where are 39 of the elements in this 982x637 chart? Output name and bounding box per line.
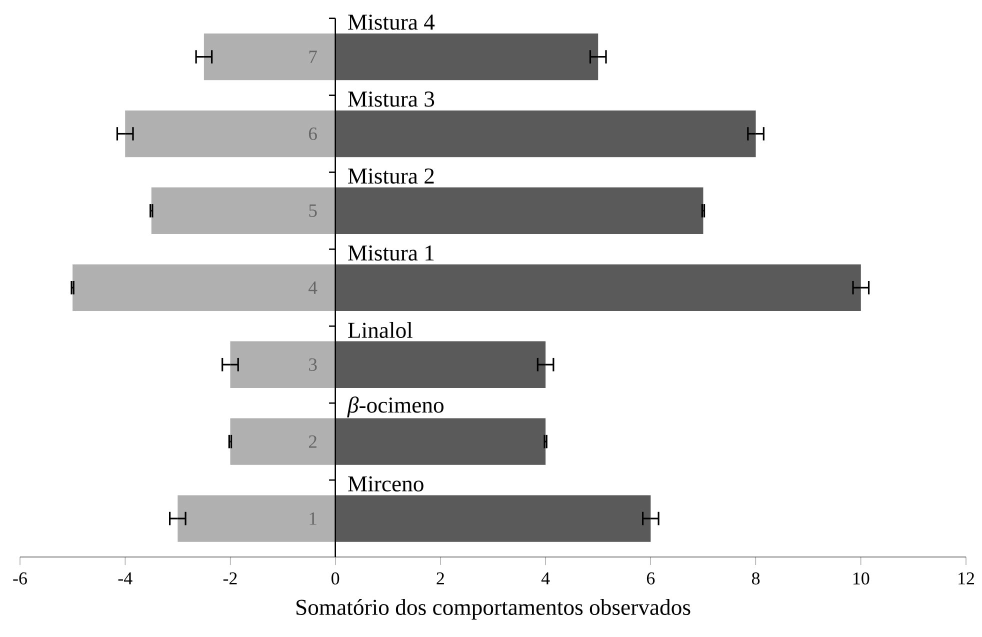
- bar: [178, 495, 336, 542]
- x-tick-label: -2: [223, 572, 237, 584]
- annotation: 1: [310, 512, 316, 525]
- x-tick-label: -4: [118, 572, 132, 584]
- y-tick-label: β-ocimeno: [347, 396, 444, 418]
- x-tick-label: -6: [13, 572, 27, 584]
- annotation: 3: [309, 358, 317, 371]
- bar: [335, 187, 704, 234]
- y-tick-label: Mirceno: [348, 476, 424, 492]
- annotation: 2: [308, 435, 316, 448]
- bar: [335, 341, 546, 388]
- bar: [335, 418, 546, 465]
- x-axis-title: Somatório dos comportamentos observados: [296, 599, 690, 620]
- y-tick-label: Mistura 3: [348, 92, 434, 107]
- x-tick-label: 10: [853, 572, 870, 585]
- x-tick-label: 4: [541, 572, 550, 584]
- bar: [125, 110, 336, 158]
- bar: [335, 264, 861, 311]
- y-tick-label: Mistura 2: [348, 168, 434, 184]
- x-tick-label: 0: [332, 572, 340, 585]
- bar: [335, 110, 756, 158]
- bar: [230, 341, 336, 388]
- x-tick-label: 12: [958, 572, 974, 584]
- bar: [230, 418, 336, 465]
- y-tick-label: Linalol: [348, 322, 412, 338]
- annotation: 5: [309, 204, 317, 217]
- y-tick-label: Mistura 1: [348, 245, 434, 261]
- annotation: 7: [309, 50, 317, 63]
- bar: [151, 187, 336, 234]
- x-tick-label: 2: [436, 572, 444, 584]
- bar: [72, 264, 336, 311]
- x-tick-label: 6: [646, 572, 655, 584]
- bar: [335, 33, 598, 80]
- x-tick-label: 8: [752, 572, 760, 585]
- annotation: 6: [308, 128, 317, 140]
- annotation: 4: [308, 282, 318, 294]
- bar: [335, 495, 651, 542]
- bar: [204, 33, 336, 80]
- y-tick-label: Mistura 4: [348, 14, 435, 30]
